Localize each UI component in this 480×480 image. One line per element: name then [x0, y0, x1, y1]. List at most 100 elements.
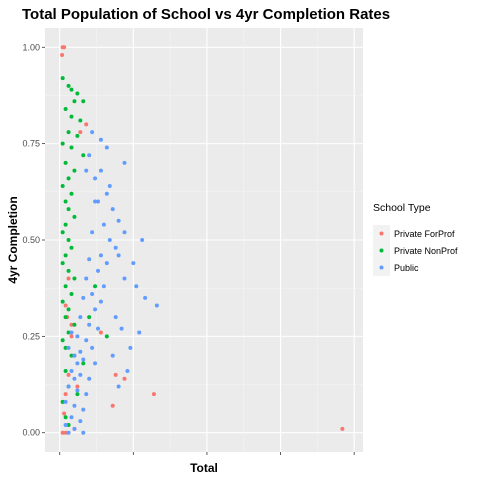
- data-point: [66, 276, 71, 281]
- data-point: [122, 230, 127, 235]
- data-point: [110, 207, 115, 212]
- data-point: [63, 430, 68, 435]
- legend-label: Public: [394, 263, 419, 273]
- data-point: [131, 261, 136, 266]
- data-point: [69, 415, 74, 420]
- data-point: [78, 419, 83, 424]
- data-point: [60, 52, 65, 57]
- x-axis-label: Total: [190, 461, 218, 475]
- data-point: [110, 403, 115, 408]
- data-point: [75, 361, 80, 366]
- data-point: [87, 257, 92, 262]
- data-point: [66, 372, 71, 377]
- data-point: [143, 295, 148, 300]
- data-point: [63, 106, 68, 111]
- data-point: [101, 222, 106, 227]
- data-point: [78, 349, 83, 354]
- series-private-nonprof: [60, 76, 109, 428]
- data-point: [81, 361, 86, 366]
- data-point: [62, 45, 67, 50]
- data-point: [93, 199, 98, 204]
- chart-title: Total Population of School vs 4yr Comple…: [22, 6, 390, 23]
- data-point: [116, 384, 121, 389]
- data-point: [72, 214, 77, 219]
- data-point: [62, 411, 67, 416]
- data-point: [66, 384, 71, 389]
- data-point: [63, 392, 68, 397]
- data-point: [93, 307, 98, 312]
- data-point: [78, 130, 83, 135]
- data-point: [72, 353, 77, 358]
- data-point: [63, 253, 68, 258]
- data-point: [63, 160, 68, 165]
- data-point: [75, 334, 80, 339]
- data-point: [98, 330, 103, 335]
- data-point: [69, 191, 74, 196]
- data-point: [66, 83, 71, 88]
- y-axis-label: 4yr Completion: [6, 196, 20, 283]
- data-point: [72, 403, 77, 408]
- data-point: [60, 230, 65, 235]
- data-point: [81, 407, 86, 412]
- legend-swatch: [379, 231, 384, 236]
- y-tick-label: 1.00: [22, 42, 40, 52]
- data-point: [75, 392, 80, 397]
- data-point: [60, 76, 65, 81]
- data-point: [66, 330, 71, 335]
- data-point: [69, 353, 74, 358]
- data-point: [60, 399, 65, 404]
- data-point: [78, 372, 83, 377]
- data-point: [63, 369, 68, 374]
- data-point: [104, 145, 109, 150]
- data-point: [66, 207, 71, 212]
- data-point: [84, 122, 89, 127]
- data-point: [66, 238, 71, 242]
- y-tick-label: 0.50: [22, 235, 40, 245]
- data-point: [60, 141, 65, 146]
- legend-label: Private NonProf: [394, 246, 458, 256]
- data-point: [72, 426, 77, 431]
- data-point: [98, 299, 103, 304]
- data-point: [72, 99, 77, 104]
- data-point: [81, 295, 86, 300]
- data-point: [113, 315, 118, 320]
- data-point: [90, 291, 95, 296]
- data-point: [81, 430, 86, 435]
- data-point: [93, 361, 98, 366]
- data-point: [84, 168, 89, 173]
- data-point: [128, 345, 133, 350]
- legend-swatch: [379, 248, 384, 253]
- data-point: [72, 168, 77, 173]
- data-point: [63, 199, 68, 204]
- data-point: [122, 276, 127, 281]
- data-point: [63, 345, 68, 350]
- data-point: [84, 392, 89, 397]
- data-point: [98, 168, 103, 173]
- legend-swatch: [379, 265, 384, 270]
- data-point: [93, 284, 98, 289]
- data-point: [104, 261, 109, 266]
- data-point: [96, 326, 100, 331]
- data-point: [69, 330, 74, 335]
- data-point: [63, 415, 68, 420]
- data-point: [75, 384, 80, 389]
- data-point: [84, 338, 89, 343]
- data-point: [69, 322, 74, 327]
- data-point: [69, 245, 74, 250]
- data-point: [113, 372, 118, 377]
- y-axis-ticks: 0.00 0.25 0.50 0.75 1.00: [22, 42, 355, 455]
- data-point: [140, 238, 145, 242]
- data-point: [122, 160, 127, 165]
- data-point: [87, 322, 92, 327]
- data-point: [101, 284, 106, 289]
- data-point: [96, 199, 100, 204]
- legend-title: School Type: [373, 202, 431, 214]
- data-point: [113, 245, 118, 250]
- data-point: [104, 334, 109, 339]
- data-point: [66, 268, 71, 273]
- data-point: [60, 299, 65, 304]
- y-tick-label: 0.75: [22, 139, 40, 149]
- data-point: [60, 184, 65, 189]
- data-point: [63, 423, 68, 428]
